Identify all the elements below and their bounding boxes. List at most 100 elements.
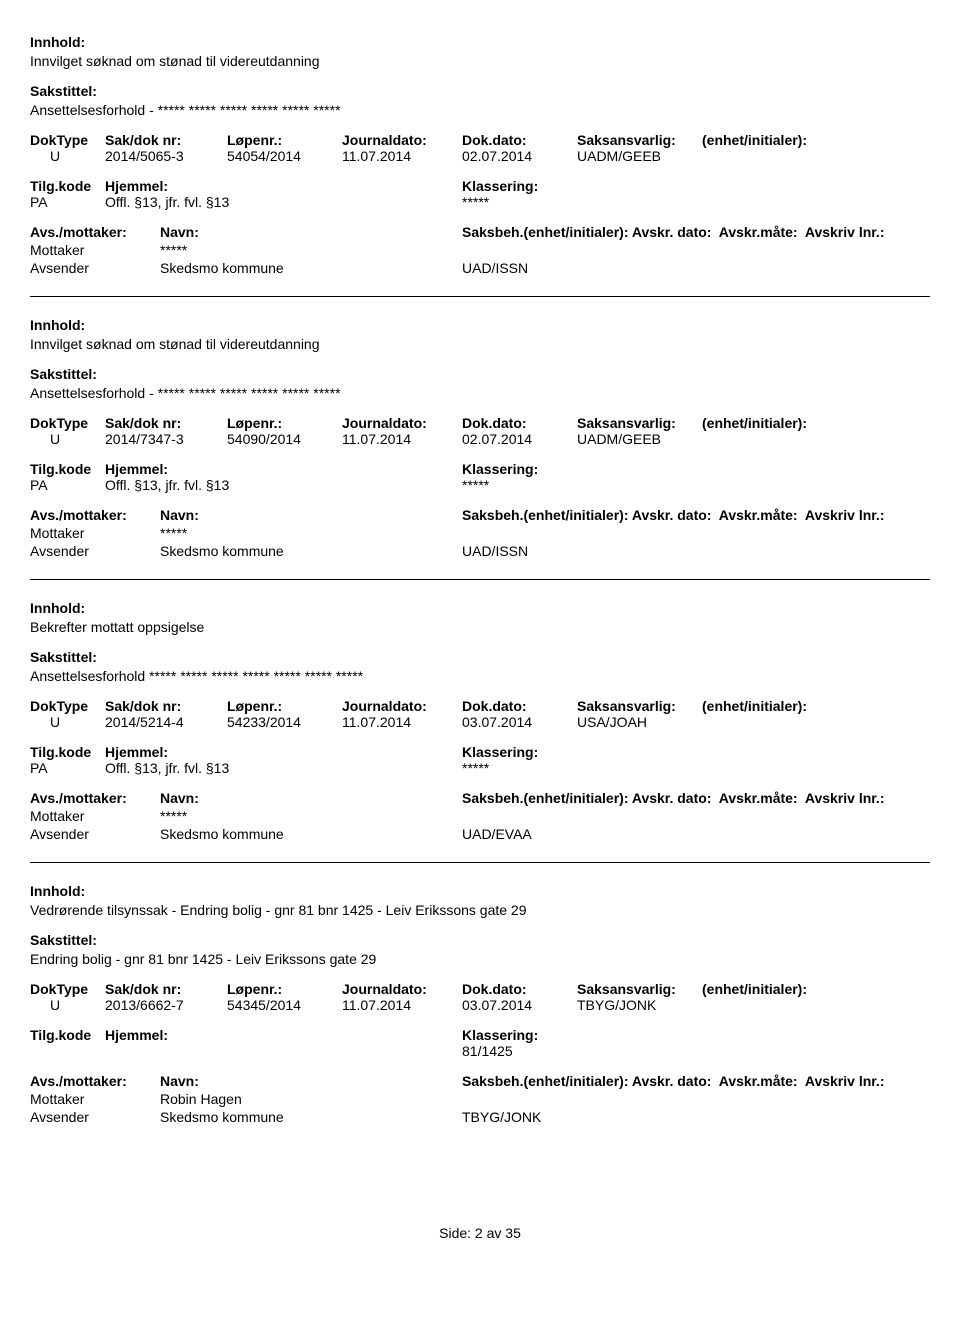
journaldato-header: Journaldato: xyxy=(342,981,462,997)
dokdato-value: 02.07.2014 xyxy=(462,431,577,447)
journaldato-value: 11.07.2014 xyxy=(342,714,462,730)
party-role: Mottaker xyxy=(30,808,160,824)
innhold-label: Innhold: xyxy=(30,34,930,50)
meta-data-row: U2014/5214-454233/201411.07.201403.07.20… xyxy=(30,714,930,730)
party-name: ***** xyxy=(160,808,462,824)
sakdok-value: 2014/5214-4 xyxy=(105,714,227,730)
party-role: Avsender xyxy=(30,826,160,842)
parties-header-row: Avs./mottaker:Navn:Saksbeh.(enhet/initia… xyxy=(30,790,930,806)
access-data-row: PAOffl. §13, jfr. fvl. §13***** xyxy=(30,760,930,776)
saksansvarlig-header: Saksansvarlig: xyxy=(577,415,702,431)
party-unit xyxy=(462,1091,930,1107)
hjemmel-value: Offl. §13, jfr. fvl. §13 xyxy=(105,194,462,210)
party-name: Robin Hagen xyxy=(160,1091,462,1107)
access-header-row: Tilg.kodeHjemmel:Klassering: xyxy=(30,461,930,477)
innhold-value: Vedrørende tilsynssak - Endring bolig - … xyxy=(30,902,930,918)
enhet-value xyxy=(702,431,930,447)
access-data-row: 81/1425 xyxy=(30,1043,930,1059)
avsmottaker-header: Avs./mottaker: xyxy=(30,790,160,806)
journaldato-value: 11.07.2014 xyxy=(342,431,462,447)
innhold-value: Innvilget søknad om stønad til videreutd… xyxy=(30,53,930,69)
doktype-header: DokType xyxy=(30,415,105,431)
saksbeh-header: Saksbeh.(enhet/initialer): Avskr. dato: … xyxy=(462,224,930,240)
enhet-header: (enhet/initialer): xyxy=(702,415,930,431)
saksansvarlig-value: USA/JOAH xyxy=(577,714,702,730)
access-header-row: Tilg.kodeHjemmel:Klassering: xyxy=(30,178,930,194)
navn-header: Navn: xyxy=(160,1073,462,1089)
enhet-header: (enhet/initialer): xyxy=(702,132,930,148)
sakstittel-value: Endring bolig - gnr 81 bnr 1425 - Leiv E… xyxy=(30,951,930,967)
party-row: MottakerRobin Hagen xyxy=(30,1091,930,1107)
dokdato-header: Dok.dato: xyxy=(462,415,577,431)
party-unit: UAD/ISSN xyxy=(462,543,930,559)
lopenr-value: 54233/2014 xyxy=(227,714,342,730)
doktype-header: DokType xyxy=(30,981,105,997)
klassering-value: ***** xyxy=(462,760,930,776)
hjemmel-value: Offl. §13, jfr. fvl. §13 xyxy=(105,477,462,493)
sakstittel-value: Ansettelsesforhold ***** ***** ***** ***… xyxy=(30,668,930,684)
lopenr-header: Løpenr.: xyxy=(227,981,342,997)
party-row: Mottaker***** xyxy=(30,808,930,824)
party-role: Mottaker xyxy=(30,525,160,541)
sakdok-header: Sak/dok nr: xyxy=(105,415,227,431)
parties-header-row: Avs./mottaker:Navn:Saksbeh.(enhet/initia… xyxy=(30,507,930,523)
sakstittel-label: Sakstittel: xyxy=(30,83,930,99)
sakstittel-value: Ansettelsesforhold - ***** ***** ***** *… xyxy=(30,385,930,401)
journal-entry: Innhold: Bekrefter mottatt oppsigelse Saks… xyxy=(30,600,930,863)
meta-data-row: U2014/5065-354054/201411.07.201402.07.20… xyxy=(30,148,930,164)
sakdok-header: Sak/dok nr: xyxy=(105,981,227,997)
access-header-row: Tilg.kodeHjemmel:Klassering: xyxy=(30,1027,930,1043)
parties-header-row: Avs./mottaker:Navn:Saksbeh.(enhet/initia… xyxy=(30,224,930,240)
party-unit xyxy=(462,525,930,541)
doktype-header: DokType xyxy=(30,698,105,714)
avsmottaker-header: Avs./mottaker: xyxy=(30,224,160,240)
hjemmel-header: Hjemmel: xyxy=(105,178,462,194)
party-row: Mottaker***** xyxy=(30,242,930,258)
saksbeh-header: Saksbeh.(enhet/initialer): Avskr. dato: … xyxy=(462,790,930,806)
party-unit: UAD/ISSN xyxy=(462,260,930,276)
lopenr-value: 54090/2014 xyxy=(227,431,342,447)
lopenr-value: 54054/2014 xyxy=(227,148,342,164)
parties-header-row: Avs./mottaker:Navn:Saksbeh.(enhet/initia… xyxy=(30,1073,930,1089)
journaldato-value: 11.07.2014 xyxy=(342,148,462,164)
party-role: Avsender xyxy=(30,543,160,559)
dokdato-value: 02.07.2014 xyxy=(462,148,577,164)
party-unit: TBYG/JONK xyxy=(462,1109,930,1125)
party-name: Skedsmo kommune xyxy=(160,543,462,559)
party-row: AvsenderSkedsmo kommuneUAD/ISSN xyxy=(30,260,930,276)
journal-entry: Innhold:Innvilget søknad om stønad til v… xyxy=(30,317,930,580)
doktype-header: DokType xyxy=(30,132,105,148)
klassering-value: ***** xyxy=(462,477,930,493)
meta-header-row: DokTypeSak/dok nr:Løpenr.:Journaldato:Do… xyxy=(30,415,930,431)
hjemmel-header: Hjemmel: xyxy=(105,461,462,477)
doktype-value: U xyxy=(30,997,105,1013)
innhold-label: Innhold: xyxy=(30,600,930,616)
tilgkode-value: PA xyxy=(30,760,105,776)
enhet-header: (enhet/initialer): xyxy=(702,981,930,997)
navn-header: Navn: xyxy=(160,790,462,806)
hjemmel-header: Hjemmel: xyxy=(105,1027,462,1043)
klassering-header: Klassering: xyxy=(462,1027,930,1043)
tilgkode-value: PA xyxy=(30,194,105,210)
sakstittel-label: Sakstittel: xyxy=(30,932,930,948)
dokdato-header: Dok.dato: xyxy=(462,981,577,997)
party-role: Avsender xyxy=(30,1109,160,1125)
party-name: ***** xyxy=(160,242,462,258)
saksansvarlig-header: Saksansvarlig: xyxy=(577,132,702,148)
sakdok-header: Sak/dok nr: xyxy=(105,698,227,714)
tilgkode-header: Tilg.kode xyxy=(30,1027,105,1043)
innhold-value: Bekrefter mottatt oppsigelse xyxy=(30,619,930,635)
meta-header-row: DokTypeSak/dok nr:Løpenr.:Journaldato:Do… xyxy=(30,981,930,997)
tilgkode-header: Tilg.kode xyxy=(30,178,105,194)
avsmottaker-header: Avs./mottaker: xyxy=(30,507,160,523)
party-name: Skedsmo kommune xyxy=(160,260,462,276)
innhold-value: Innvilget søknad om stønad til videreutd… xyxy=(30,336,930,352)
doktype-value: U xyxy=(30,148,105,164)
tilgkode-value: PA xyxy=(30,477,105,493)
hjemmel-value xyxy=(105,1043,462,1059)
party-row: AvsenderSkedsmo kommuneTBYG/JONK xyxy=(30,1109,930,1125)
navn-header: Navn: xyxy=(160,507,462,523)
saksansvarlig-header: Saksansvarlig: xyxy=(577,698,702,714)
meta-header-row: DokTypeSak/dok nr:Løpenr.:Journaldato:Do… xyxy=(30,698,930,714)
party-name: Skedsmo kommune xyxy=(160,826,462,842)
